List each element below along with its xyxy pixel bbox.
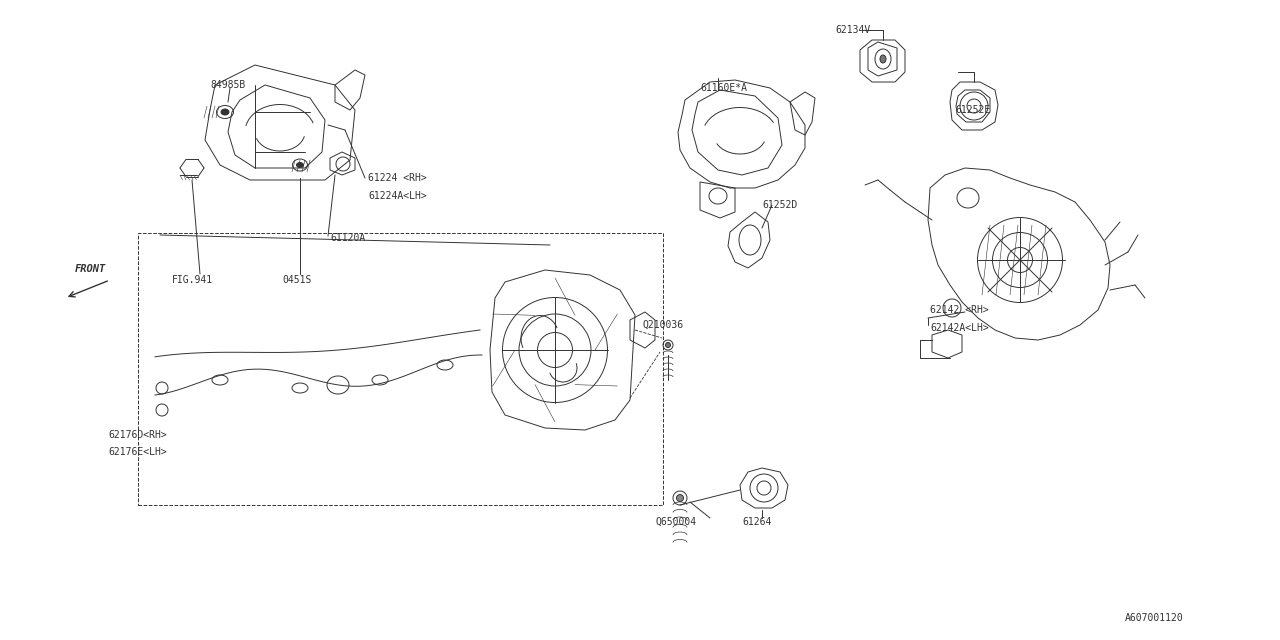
Text: Q650004: Q650004	[655, 517, 696, 527]
Text: 61120A: 61120A	[330, 233, 365, 243]
Text: FRONT: FRONT	[76, 264, 106, 274]
Text: 62176E<LH>: 62176E<LH>	[108, 447, 166, 457]
Text: 62176D<RH>: 62176D<RH>	[108, 430, 166, 440]
Text: FIG.941: FIG.941	[172, 275, 214, 285]
Text: 61264: 61264	[742, 517, 772, 527]
Text: 62142A<LH>: 62142A<LH>	[931, 323, 988, 333]
Text: 61252D: 61252D	[762, 200, 797, 210]
Text: 0451S: 0451S	[282, 275, 311, 285]
Ellipse shape	[677, 495, 684, 502]
Text: 62134V: 62134V	[835, 25, 870, 35]
Ellipse shape	[666, 342, 671, 348]
Text: 62142 <RH>: 62142 <RH>	[931, 305, 988, 315]
Ellipse shape	[221, 109, 229, 115]
Text: A607001120: A607001120	[1125, 613, 1184, 623]
Text: 61160E*A: 61160E*A	[700, 83, 748, 93]
Ellipse shape	[297, 163, 303, 168]
Ellipse shape	[881, 55, 886, 63]
Text: 61252E: 61252E	[955, 105, 991, 115]
Text: 61224 <RH>: 61224 <RH>	[369, 173, 426, 183]
Text: 61224A<LH>: 61224A<LH>	[369, 191, 426, 201]
Text: 84985B: 84985B	[210, 80, 246, 90]
Text: Q210036: Q210036	[643, 320, 684, 330]
